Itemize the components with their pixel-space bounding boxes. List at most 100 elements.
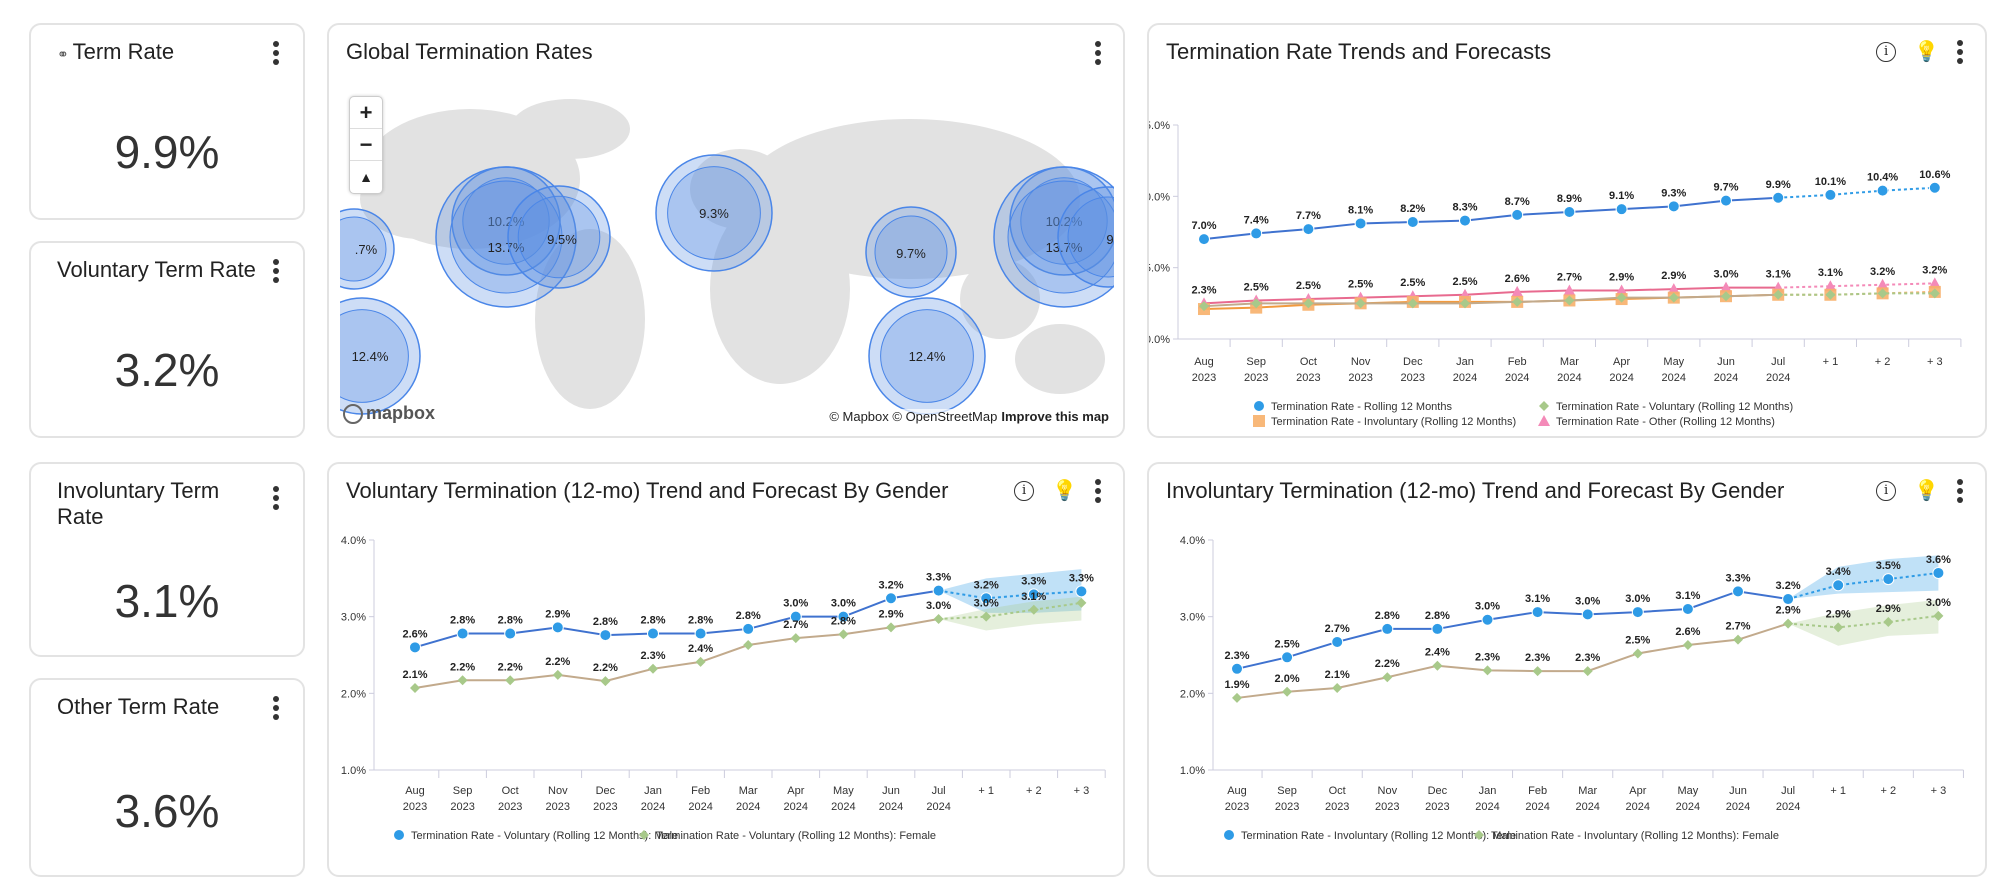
x-tick-label: 2024 xyxy=(1505,372,1529,384)
x-tick-label: Nov xyxy=(1378,785,1398,797)
data-label: 2.2% xyxy=(1375,658,1400,670)
card-menu-button[interactable] xyxy=(1095,478,1103,503)
legend-item[interactable]: Termination Rate - Voluntary (Rolling 12… xyxy=(656,830,936,842)
map-bubble xyxy=(993,166,1114,308)
map-attribution: © Mapbox © OpenStreetMap Improve this map xyxy=(829,409,1109,424)
compass-button[interactable]: ▲ xyxy=(359,169,373,185)
attribution-link[interactable]: © Mapbox © OpenStreetMap xyxy=(829,409,998,424)
x-tick-label: + 1 xyxy=(1823,356,1839,368)
data-label: 2.9% xyxy=(1826,608,1851,620)
legend-item[interactable]: Termination Rate - Involuntary (Rolling … xyxy=(1491,830,1779,842)
data-point xyxy=(933,613,944,624)
y-tick-label: 0.0% xyxy=(1149,334,1170,346)
x-tick-label: Jan xyxy=(644,785,662,797)
map-zoom-controls: + − ▲ xyxy=(349,96,383,194)
x-tick-label: Jul xyxy=(932,785,946,797)
x-tick-label: 2023 xyxy=(1296,372,1320,384)
lightbulb-icon[interactable]: 💡 xyxy=(1914,41,1939,63)
map-bubble-inner xyxy=(517,195,601,279)
trend-chart-card: Termination Rate Trends and Forecasts i 💡… xyxy=(1147,23,1987,438)
map-bubble-inner xyxy=(880,309,974,403)
data-label: 2.6% xyxy=(402,628,427,640)
info-icon[interactable]: i xyxy=(1876,41,1897,62)
data-label: 2.8% xyxy=(498,615,523,627)
data-point xyxy=(1732,585,1744,598)
data-point xyxy=(838,629,849,640)
y-tick-label: 4.0% xyxy=(341,535,366,547)
data-point xyxy=(1615,203,1628,216)
card-menu-button[interactable] xyxy=(1957,478,1965,503)
data-label: 10.6% xyxy=(1919,169,1950,181)
improve-map-link[interactable]: Improve this map xyxy=(1001,409,1109,424)
data-point xyxy=(1531,606,1544,619)
x-tick-label: Jul xyxy=(1771,356,1785,368)
land-shape xyxy=(740,119,1080,279)
x-tick-label: 2023 xyxy=(1401,372,1425,384)
x-tick-label: + 3 xyxy=(1074,785,1090,797)
map-bubble-inner xyxy=(340,216,387,282)
zoom-in-button[interactable]: + xyxy=(350,97,382,129)
x-tick-label: 2023 xyxy=(1275,801,1299,813)
data-label: 9.7% xyxy=(1713,182,1738,194)
legend-item[interactable]: Termination Rate - Other (Rolling 12 Mon… xyxy=(1556,416,1775,428)
data-label: 3.3% xyxy=(1725,572,1750,584)
data-point xyxy=(885,592,897,605)
card-menu-button[interactable] xyxy=(1957,39,1965,64)
data-point xyxy=(1482,665,1493,676)
data-point xyxy=(1382,672,1393,683)
card-menu-button[interactable] xyxy=(1095,41,1103,65)
legend-item[interactable]: Termination Rate - Involuntary (Rolling … xyxy=(1271,416,1516,428)
kpi-value: 9.9% xyxy=(114,126,220,178)
data-point xyxy=(1883,617,1894,628)
kpi-menu-button[interactable] xyxy=(273,41,281,65)
zoom-out-button[interactable]: − xyxy=(350,129,382,161)
x-tick-label: Nov xyxy=(1351,356,1371,368)
lightbulb-icon[interactable]: 💡 xyxy=(1914,480,1939,502)
data-point xyxy=(980,592,993,605)
data-point xyxy=(551,621,564,634)
x-tick-label: 2023 xyxy=(593,801,617,813)
x-tick-label: + 3 xyxy=(1927,356,1943,368)
info-icon[interactable]: i xyxy=(1876,480,1897,501)
x-tick-label: 2023 xyxy=(498,801,522,813)
data-point xyxy=(1582,666,1593,677)
lightbulb-icon[interactable]: 💡 xyxy=(1052,480,1077,502)
map-bubble xyxy=(865,206,957,298)
data-point xyxy=(409,641,421,654)
kpi-menu-button[interactable] xyxy=(273,259,281,283)
x-tick-label: Nov xyxy=(548,785,568,797)
data-point xyxy=(1407,298,1418,309)
legend-item[interactable]: Termination Rate - Involuntary (Rolling … xyxy=(1241,830,1516,842)
data-point xyxy=(456,627,469,640)
world-map[interactable]: .7% 10.2% 13.7% 9.5% 9.3% 9.7% 12.4% 12.4% 10.2%… xyxy=(340,89,1114,429)
kpi-card-involuntary: Involuntary Term Rate 3.1% xyxy=(29,462,305,657)
x-tick-label: Sep xyxy=(1277,785,1297,797)
legend-item[interactable]: Termination Rate - Voluntary (Rolling 12… xyxy=(411,830,678,842)
data-point xyxy=(1532,666,1543,677)
kpi-value: 3.6% xyxy=(114,785,220,837)
involuntary-gender-chart: 1.0% 2.0% 3.0% 4.0% Aug 2023 Sep 2023 Oct 2023 Nov… xyxy=(1180,535,1964,842)
data-label: 2.7% xyxy=(1557,271,1582,283)
data-label: 3.2% xyxy=(1776,580,1801,592)
legend-item[interactable]: Termination Rate - Rolling 12 Months xyxy=(1271,401,1452,413)
data-point xyxy=(932,584,945,597)
data-point xyxy=(504,627,517,640)
mapbox-logo[interactable]: mapbox xyxy=(343,403,435,424)
data-point xyxy=(1667,283,1680,295)
data-point xyxy=(1631,606,1644,619)
map-bubble xyxy=(340,208,395,290)
map-bubble-label: 9.7% xyxy=(896,246,926,261)
kpi-title: ⚭ Term Rate xyxy=(57,39,175,64)
kpi-menu-button[interactable] xyxy=(273,486,281,510)
data-point xyxy=(1615,284,1628,296)
kpi-menu-button[interactable] xyxy=(273,696,281,720)
data-label: 3.1% xyxy=(1675,590,1700,602)
data-label: 3.3% xyxy=(926,572,951,584)
info-icon[interactable]: i xyxy=(1014,480,1035,501)
map-bubble-inner xyxy=(667,166,761,260)
map-bubble-inner xyxy=(462,177,550,265)
data-label: 3.0% xyxy=(783,598,808,610)
x-tick-label: Dec xyxy=(1403,356,1423,368)
card-title: Involuntary Termination (12-mo) Trend an… xyxy=(1166,478,1785,503)
legend-item[interactable]: Termination Rate - Voluntary (Rolling 12… xyxy=(1556,401,1793,413)
